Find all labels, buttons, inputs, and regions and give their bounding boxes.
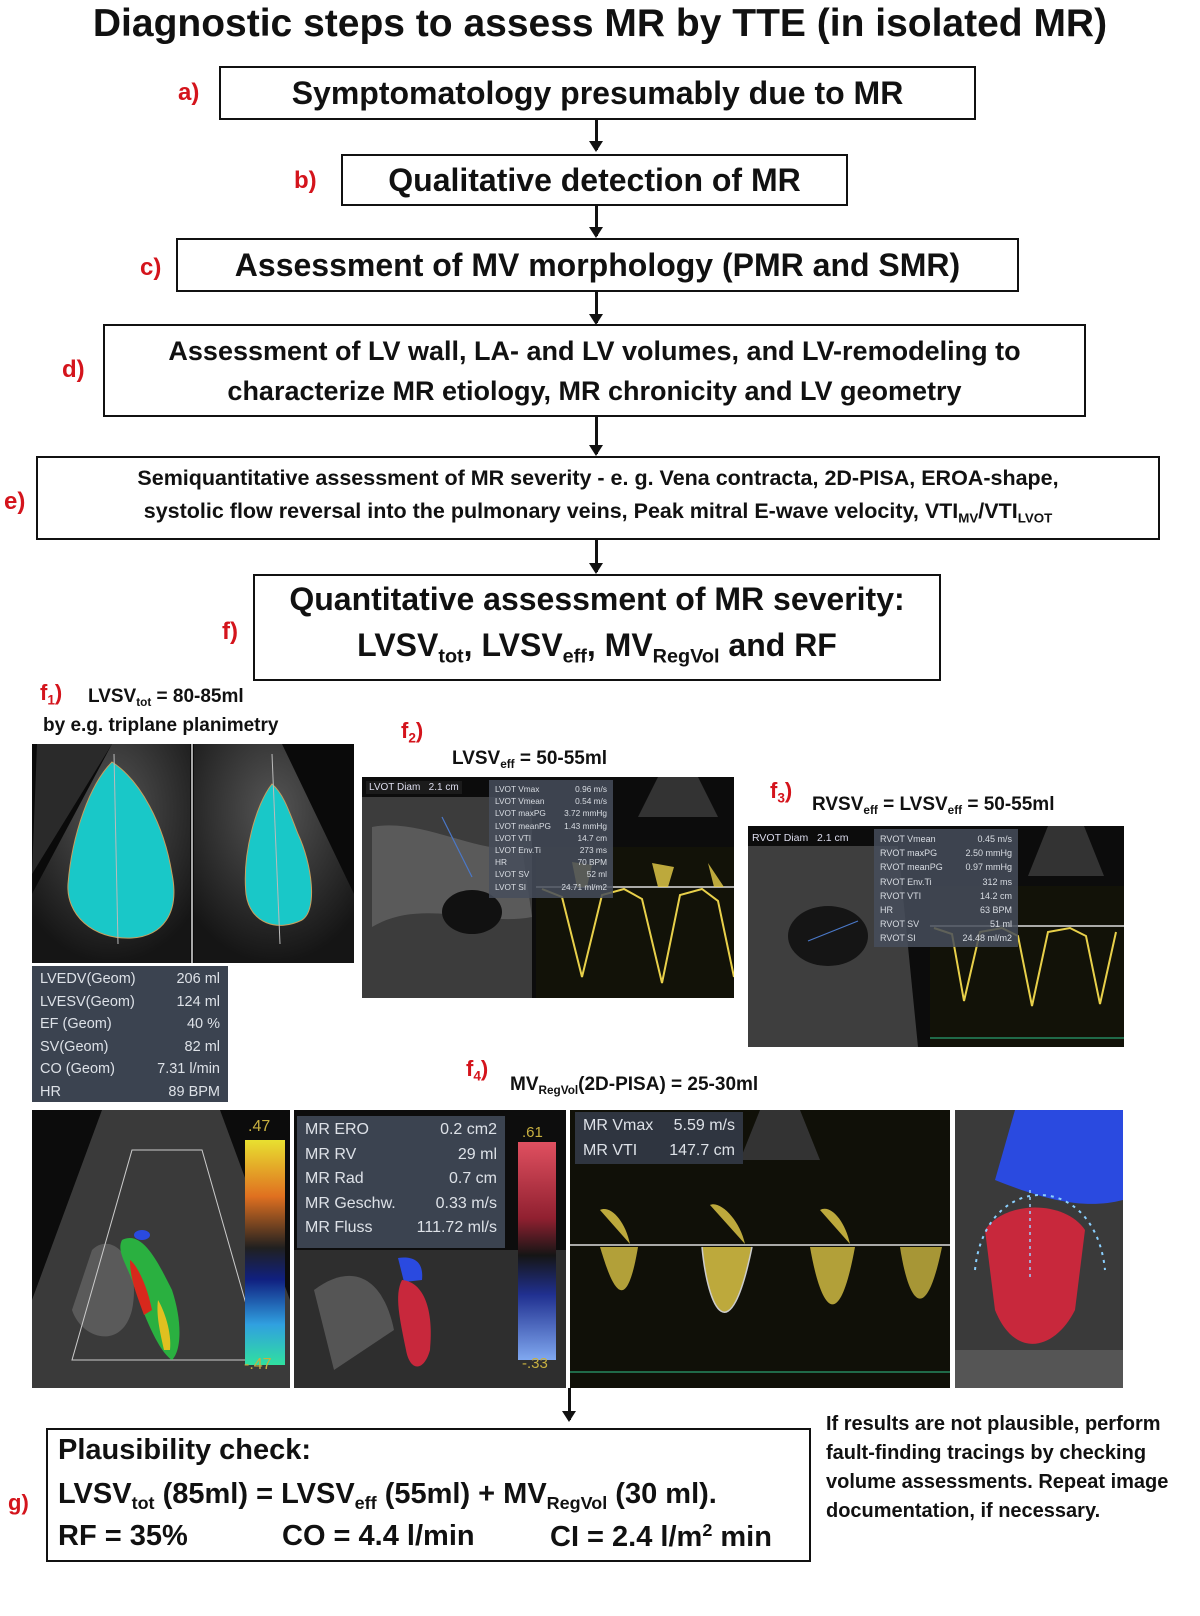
f4-pisa-meas-row: MR Geschw. 0.33 m/s xyxy=(305,1194,497,1212)
f2-meas-row: LVOT SI 24.71 ml/m2 xyxy=(495,881,607,892)
f4-pisa-measurement-panel: MR ERO 0.2 cm2 MR RV 29 ml MR Rad 0.7 cm MR… xyxy=(297,1116,505,1248)
f3-meas-row: RVOT maxPG 2.50 mmHg xyxy=(880,848,1012,859)
f1-meas-row: EF (Geom) 40 % xyxy=(40,1016,220,1032)
step-g-label: g) xyxy=(8,1490,29,1515)
f3-meas-row: RVOT meanPG 0.97 mmHg xyxy=(880,862,1012,873)
f1-caption-line2: by e.g. triplane planimetry xyxy=(43,715,279,736)
f2-meas-row: LVOT meanPG 1.43 mmHg xyxy=(495,820,607,831)
step-c-text: Assessment of MV morphology (PMR and SMR… xyxy=(234,246,961,283)
f2-meas-row: HR 70 BPM xyxy=(495,857,607,868)
arrow-c-d xyxy=(590,292,602,325)
step-f-line2: LVSVtot, LVSVeff, MVRegVol and RF xyxy=(357,626,837,668)
f4-doppler-measurement-panel: MR Vmax 5.59 m/s MR VTI 147.7 cm xyxy=(575,1112,743,1164)
plausibility-note: If results are not plausible, perform fa… xyxy=(826,1413,1169,1522)
step-a-box: Symptomatology presumably due to MR xyxy=(219,66,976,120)
f1-meas-row: LVEDV(Geom) 206 ml xyxy=(40,971,220,987)
arrow-f-g xyxy=(563,1388,575,1422)
step-b-text: Qualitative detection of MR xyxy=(388,161,801,198)
step-e-label: e) xyxy=(4,488,26,515)
step-b-box: Qualitative detection of MR xyxy=(341,154,848,206)
step-f-label: f) xyxy=(222,618,238,645)
f4-pisa-meas-row: MR Rad 0.7 cm xyxy=(305,1170,497,1187)
f3-meas-row: RVOT VTI 14.2 cm xyxy=(880,890,1012,901)
f4-pisa-meas-row: MR Fluss 111.72 ml/s xyxy=(305,1219,497,1236)
f4-pisa-meas-row: MR ERO 0.2 cm2 xyxy=(305,1121,497,1138)
step-b-label: b) xyxy=(294,167,317,194)
f1-triplane-image xyxy=(32,744,354,963)
step-f-box: Quantitative assessment of MR severity: … xyxy=(253,574,941,681)
f4-pisa-zoom-image xyxy=(955,1110,1123,1388)
f3-meas-row: RVOT Vmean 0.45 m/s xyxy=(880,834,1012,844)
arrow-a-b xyxy=(590,120,602,152)
f2-meas-row: LVOT Vmean 0.54 m/s xyxy=(495,796,607,807)
plausibility-equation: LVSVtot (85ml) = LVSVeff (55ml) + MVRegV… xyxy=(58,1478,717,1513)
f1-meas-row: LVESV(Geom) 124 ml xyxy=(40,993,220,1010)
arrow-e-f xyxy=(590,540,602,574)
plausibility-heading: Plausibility check: xyxy=(58,1434,312,1466)
f3-diam-readout: RVOT Diam 2.1 cm xyxy=(752,832,849,844)
f4-scale-1-bottom: -.47 xyxy=(244,1356,272,1373)
f1-caption: LVSVtot = 80-85ml xyxy=(88,686,244,709)
f1-label: f1) xyxy=(40,680,63,708)
f2-meas-row: LVOT Vmax 0.96 m/s xyxy=(495,784,607,794)
f2-meas-row: LVOT Env.Ti 273 ms xyxy=(495,845,607,856)
step-a-text: Symptomatology presumably due to MR xyxy=(291,74,904,111)
step-d-line1: Assessment of LV wall, LA- and LV volume… xyxy=(168,335,1021,366)
arrow-d-e xyxy=(590,417,602,456)
arrow-b-c xyxy=(590,206,602,238)
f4-color-scale-1 xyxy=(245,1140,285,1365)
f4-doppler-meas-row: MR VTI 147.7 cm xyxy=(583,1141,735,1159)
plausibility-co: CO = 4.4 l/min xyxy=(282,1520,475,1552)
step-c-label: c) xyxy=(140,254,162,281)
step-g-box xyxy=(46,1428,811,1562)
f2-measurement-panel: LVOT Vmax 0.96 m/s LVOT Vmean 0.54 m/s LVO… xyxy=(489,780,613,898)
page-title: Diagnostic steps to assess MR by TTE (in… xyxy=(92,2,1108,45)
f4-scale-2-bottom: -.33 xyxy=(522,1355,548,1372)
step-e-line1: Semiquantitative assessment of MR severi… xyxy=(137,465,1059,490)
f1-meas-row: HR 89 BPM xyxy=(40,1083,220,1100)
f2-diam-readout: LVOT Diam 2.1 cm xyxy=(366,781,462,794)
step-d-box: Assessment of LV wall, LA- and LV volume… xyxy=(103,324,1086,417)
step-a-label: a) xyxy=(178,79,200,106)
f3-measurement-panel: RVOT Vmean 0.45 m/s RVOT maxPG 2.50 mmHg R… xyxy=(874,829,1018,947)
f3-meas-row: RVOT SI 24.48 ml/m2 xyxy=(880,933,1012,944)
f4-scale-2-top: .61 xyxy=(522,1124,543,1141)
f4-color-scale-2 xyxy=(518,1142,556,1360)
f3-caption: RVSVeff = LVSVeff = 50-55ml xyxy=(812,794,1055,817)
plausibility-ci: CI = 2.4 l/m2 min xyxy=(550,1520,772,1553)
plausibility-rf: RF = 35% xyxy=(58,1520,188,1552)
step-d-label: d) xyxy=(62,356,85,383)
step-d-line2: characterize MR etiology, MR chronicity … xyxy=(227,375,962,406)
f3-meas-row: HR 63 BPM xyxy=(880,905,1012,916)
f3-meas-row: RVOT SV 51 ml xyxy=(880,919,1012,930)
f2-caption: LVSVeff = 50-55ml xyxy=(452,748,608,771)
f2-label: f2) xyxy=(401,718,424,746)
f3-meas-row: RVOT Env.Ti 312 ms xyxy=(880,876,1012,887)
f4-doppler-meas-row: MR Vmax 5.59 m/s xyxy=(583,1117,735,1134)
f4-pisa-meas-row: MR RV 29 ml xyxy=(305,1145,497,1163)
step-e-box: Semiquantitative assessment of MR severi… xyxy=(36,456,1160,540)
f3-label: f3) xyxy=(770,778,793,806)
f2-meas-row: LVOT VTI 14.7 cm xyxy=(495,832,607,843)
step-f-line1: Quantitative assessment of MR severity: xyxy=(289,580,905,617)
f1-meas-row: CO (Geom) 7.31 l/min xyxy=(40,1061,220,1077)
step-e-line2: systolic flow reversal into the pulmonar… xyxy=(143,498,1053,526)
step-c-box: Assessment of MV morphology (PMR and SMR… xyxy=(176,238,1019,292)
f2-meas-row: LVOT SV 52 ml xyxy=(495,869,607,880)
f2-meas-row: LVOT maxPG 3.72 mmHg xyxy=(495,808,607,819)
f1-meas-row: SV(Geom) 82 ml xyxy=(40,1038,220,1055)
f4-label: f4) xyxy=(466,1056,489,1084)
f4-scale-1-top: .47 xyxy=(248,1118,271,1135)
f1-measurement-panel: LVEDV(Geom) 206 ml LVESV(Geom) 124 ml EF (… xyxy=(32,966,228,1102)
f4-caption: MVRegVol(2D-PISA) = 25-30ml xyxy=(510,1074,759,1097)
